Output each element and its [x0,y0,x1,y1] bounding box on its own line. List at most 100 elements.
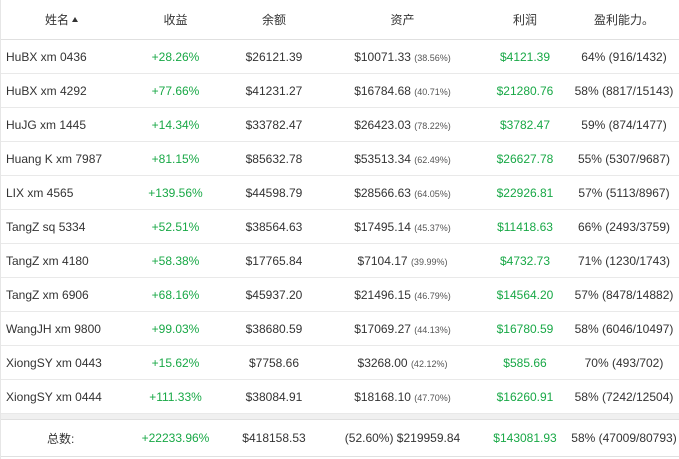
assets-percent: (42.12%) [410,358,448,369]
total-row: 总数: +22233.96% $418158.53 (52.60%) $2199… [1,420,679,457]
total-balance: $418158.53 [242,431,306,445]
assets-percent: (39.99%) [410,256,448,267]
account-name: TangZ xm 4180 [6,253,89,268]
balance-column-header[interactable]: 余额 [261,13,286,27]
assets-percent: (46.79%) [414,290,451,301]
table-row[interactable]: LIX xm 4565 +139.56% $44598.79 $28566.63… [1,176,679,210]
table-row[interactable]: HuBX xm 0436 +28.26% $26121.39 $10071.33… [1,40,679,74]
balance-value: $26121.39 [245,49,303,64]
gain-column-header[interactable]: 收益 [163,13,188,27]
gain-value: +58.38% [151,253,200,268]
assets-percent: (44.13%) [414,324,451,335]
gain-value: +81.15% [151,151,200,166]
sort-ascending-icon [72,17,79,22]
ability-value: 70% (493/702) [584,355,664,370]
ability-value: 57% (8478/14882) [574,287,674,302]
profit-value: $14564.20 [496,287,554,302]
total-profit: $143081.93 [493,431,557,445]
table-row[interactable]: HuBX xm 4292 +77.66% $41231.27 $16784.68… [1,74,679,108]
account-name: TangZ xm 6906 [6,287,89,302]
gain-value: +139.56% [148,185,203,200]
assets-amount: $21496.15 [354,287,411,302]
account-name: LIX xm 4565 [6,185,74,200]
total-ability: 58% (47009/80793) [571,431,677,445]
ability-value: 58% (7242/12504) [574,389,674,404]
table-row[interactable]: TangZ xm 4180 +58.38% $17765.84 $7104.17… [1,244,679,278]
assets-value: $7104.17 (39.99%) [324,254,481,268]
account-name: HuBX xm 4292 [6,83,87,98]
name-header-label: 姓名 [45,13,70,27]
assets-percent: (40.71%) [414,86,451,97]
profit-value: $4121.39 [499,49,551,64]
assets-value: $10071.33 (38.56%) [324,50,481,64]
assets-percent: (47.70%) [414,392,451,403]
assets-value: $17495.14 (45.37%) [324,220,481,234]
account-name: TangZ sq 5334 [6,219,86,234]
assets-amount: $53513.34 [354,151,411,166]
assets-percent: (62.49%) [414,154,451,165]
profit-value: $3782.47 [499,117,551,132]
table-row[interactable]: TangZ sq 5334 +52.51% $38564.63 $17495.1… [1,210,679,244]
table-row[interactable]: XiongSY xm 0443 +15.62% $7758.66 $3268.0… [1,346,679,380]
profit-value: $21280.76 [496,83,554,98]
assets-percent: (38.56%) [414,52,451,63]
profit-value: $11418.63 [497,219,553,234]
assets-value: $16784.68 (40.71%) [324,84,481,98]
assets-percent: (45.37%) [414,222,451,233]
account-name: Huang K xm 7987 [6,151,103,166]
assets-amount: $17069.27 [354,321,411,336]
account-name: XiongSY xm 0444 [6,389,102,404]
assets-value: $18168.10 (47.70%) [324,390,481,404]
assets-column-header[interactable]: 资产 [390,13,415,27]
table-body: HuBX xm 0436 +28.26% $26121.39 $10071.33… [1,40,679,414]
total-assets: (52.60%) $219959.84 [344,431,461,445]
ability-value: 58% (6046/10497) [574,321,674,336]
ability-value: 55% (5307/9687) [577,151,671,166]
profit-value: $16260.91 [496,389,554,404]
ability-value: 59% (874/1477) [581,117,667,132]
profit-value: $4732.73 [499,253,551,268]
table-row[interactable]: TangZ xm 6906 +68.16% $45937.20 $21496.1… [1,278,679,312]
ability-value: 71% (1230/1743) [577,253,671,268]
ability-value: 58% (8817/15143) [574,83,674,98]
profit-value: $26627.78 [496,151,554,166]
ability-value: 66% (2493/3759) [577,219,671,234]
assets-amount: $7104.17 [357,253,408,268]
gain-value: +111.33% [149,389,202,404]
ability-column-header[interactable]: 盈利能力。 [593,13,654,27]
assets-value: $26423.03 (78.22%) [324,118,481,132]
table-row[interactable]: Huang K xm 7987 +81.15% $85632.78 $53513… [1,142,679,176]
profit-value: $585.66 [503,355,547,370]
assets-amount: $18168.10 [354,389,411,404]
ability-value: 57% (5113/8967) [578,185,670,200]
ability-value: 64% (916/1432) [581,49,667,64]
gain-value: +68.16% [151,287,200,302]
assets-percent: (64.05%) [414,188,451,199]
balance-value: $7758.66 [248,355,300,370]
total-divider [1,414,679,420]
table-row[interactable]: WangJH xm 9800 +99.03% $38680.59 $17069.… [1,312,679,346]
gain-value: +99.03% [151,321,200,336]
gain-value: +15.62% [151,355,200,370]
name-column-header[interactable]: 姓名 [1,11,127,28]
balance-value: $85632.78 [245,151,303,166]
assets-amount: $28566.63 [354,185,411,200]
balance-value: $45937.20 [245,287,303,302]
assets-amount: $10071.33 [354,49,411,64]
account-name: XiongSY xm 0443 [6,355,102,370]
table-row[interactable]: XiongSY xm 0444 +111.33% $38084.91 $1816… [1,380,679,414]
total-gain: +22233.96% [141,431,210,445]
balance-value: $38564.63 [245,219,303,234]
table-row[interactable]: HuJG xm 1445 +14.34% $33782.47 $26423.03… [1,108,679,142]
account-name: HuBX xm 0436 [6,49,87,64]
assets-value: $28566.63 (64.05%) [324,186,481,200]
assets-amount: $16784.68 [354,83,411,98]
assets-value: $21496.15 (46.79%) [324,288,481,302]
profit-column-header[interactable]: 利润 [512,13,537,27]
gain-value: +77.66% [151,83,200,98]
balance-value: $38680.59 [245,321,303,336]
balance-value: $44598.79 [245,185,303,200]
assets-value: $3268.00 (42.12%) [324,356,481,370]
gain-value: +28.26% [151,49,200,64]
